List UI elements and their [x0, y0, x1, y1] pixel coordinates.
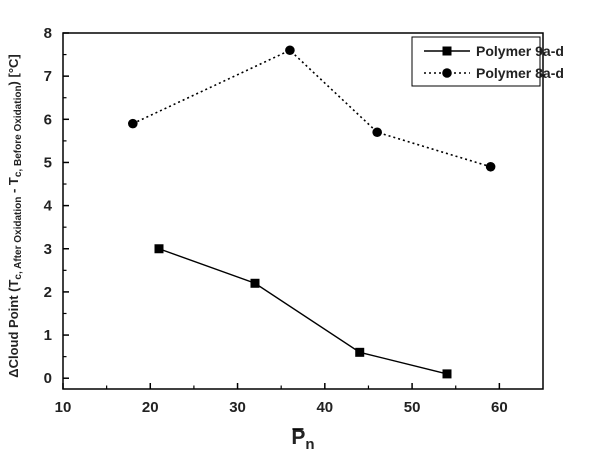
series-1 — [154, 244, 452, 379]
y-axis-title-sub1: c, After Oxidation — [13, 197, 24, 280]
series-line — [132, 49, 491, 168]
y-axis-title: ΔCloud Point (Tc, After Oxidation - Tc, … — [6, 54, 24, 378]
series-layer — [128, 45, 496, 379]
data-point-square — [154, 244, 164, 254]
legend-marker — [442, 46, 452, 56]
y-axis-title-mid: - T — [6, 177, 21, 197]
axis-ticks — [62, 32, 501, 389]
series-2 — [128, 45, 496, 172]
plot-area-frame — [62, 32, 544, 390]
legend-box — [411, 36, 541, 87]
y-tick-label: 7 — [44, 68, 52, 85]
legend-entry: Polymer 9a-d — [424, 43, 564, 59]
y-axis-title-sub2: c, Before Oxidation — [13, 85, 24, 177]
y-tick-label: 6 — [44, 111, 52, 128]
axis-tick-labels: 10 20 30 40 50 60 0 1 2 3 4 5 6 7 8 — [44, 25, 508, 416]
series-line — [158, 248, 448, 375]
y-tick-label: 0 — [44, 370, 52, 387]
data-point-circle — [128, 118, 138, 129]
x-axis-title-sub: n — [305, 436, 314, 453]
x-axis-title: Pn — [291, 426, 314, 453]
y-axis-title-suffix: ) [°C] — [6, 54, 21, 85]
x-axis-title-main: P — [291, 426, 305, 449]
legend-label: Polymer 8a-d — [476, 65, 564, 81]
x-tick-label: 60 — [491, 399, 508, 416]
legend: Polymer 9a-d Polymer 8a-d — [411, 36, 564, 87]
y-tick-label: 3 — [44, 241, 52, 258]
y-tick-label: 1 — [44, 327, 52, 344]
y-tick-label: 2 — [44, 284, 52, 301]
legend-entry: Polymer 8a-d — [424, 65, 564, 81]
x-tick-label: 40 — [316, 399, 333, 416]
data-point-circle — [485, 161, 496, 172]
x-tick-label: 50 — [404, 399, 421, 416]
legend-label: Polymer 9a-d — [476, 43, 564, 59]
x-tick-label: 30 — [229, 399, 246, 416]
y-tick-label: 4 — [44, 198, 53, 215]
x-tick-label: 20 — [142, 399, 159, 416]
data-point-square — [442, 369, 452, 379]
data-point-square — [355, 347, 365, 357]
y-tick-label: 5 — [44, 154, 52, 171]
data-point-square — [250, 278, 260, 288]
x-tick-label: 10 — [55, 399, 72, 416]
y-axis-title-prefix: ΔCloud Point (T — [6, 280, 21, 378]
data-point-circle — [285, 45, 295, 56]
legend-marker — [442, 68, 452, 78]
y-tick-label: 8 — [44, 25, 52, 42]
legend-entries: Polymer 9a-d Polymer 8a-d — [424, 43, 564, 81]
data-point-circle — [372, 127, 382, 138]
